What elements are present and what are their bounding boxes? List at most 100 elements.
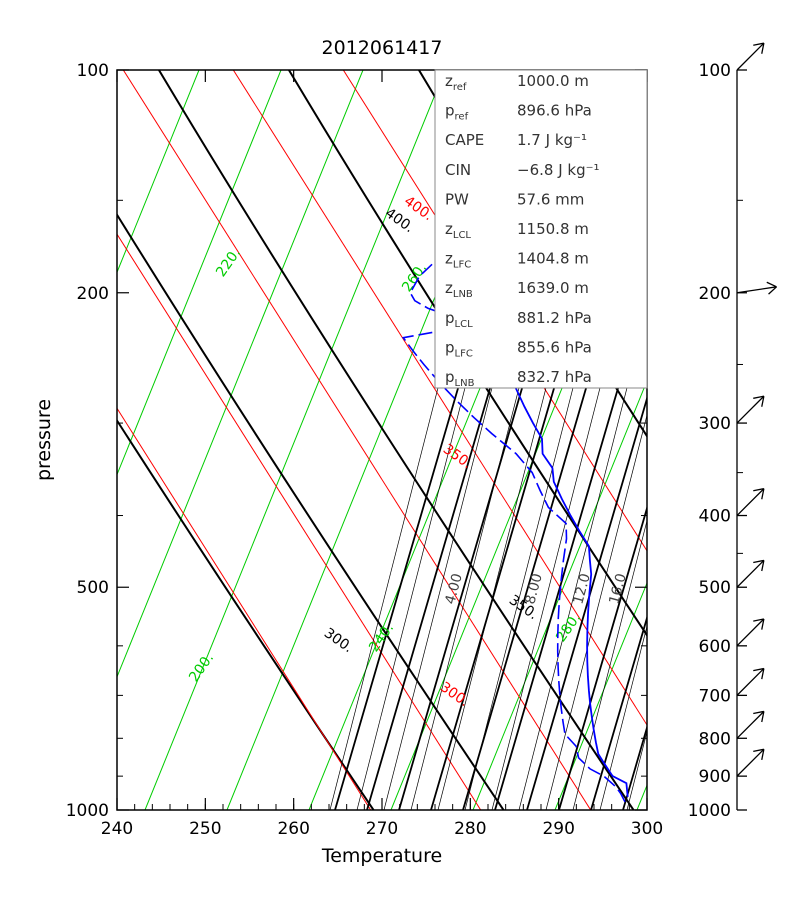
info-row: zref 1000.0 m [445,72,589,93]
x-tick-label: 290 [542,819,574,839]
pseudo-adiabat-line [430,329,572,810]
mixing-ratio-line [518,379,630,810]
info-row-label: CAPE [445,131,484,149]
wind-tick-label: 1000 [688,801,731,821]
wind-barb-head [761,618,765,630]
wind-barb [736,559,765,588]
isotherm-line [144,70,446,810]
wind-barb-shaft [736,710,765,739]
pseudo-adiabat-line [334,329,476,810]
moist-adiabat-line [667,60,812,820]
wind-barb-head [766,281,777,288]
wind-tick-label: 100 [699,61,731,81]
dry-adiabat-line [117,212,505,810]
x-tick-label: 240 [101,819,133,839]
dry-adiabat-line [797,50,812,830]
wind-barb-shaft [736,488,765,516]
wind-barb-head [761,396,765,407]
y-axis-title: pressure [33,399,55,481]
mixing-ratio-line [491,379,603,810]
isotherm-line [117,70,118,72]
wind-profile: 100 200 300 400 500 600 700 800 900 1000 [688,42,777,821]
info-row: CIN −6.8 J kg⁻¹ [445,161,600,179]
wind-barb-head [753,559,764,564]
wind-tick-label: 600 [699,637,731,657]
wind-barb-head [761,560,765,572]
info-row: zLNB 1639.0 m [445,279,589,300]
info-row-value: 855.6 hPa [517,338,592,356]
info-row-value: 881.2 hPa [517,309,592,327]
x-tick-label: 250 [189,819,221,839]
wind-barb-head [753,710,764,715]
mixing-ratio-label: 16.0 [606,572,630,606]
wind-barb [736,281,777,295]
pseudo-adiabat-line [366,329,508,810]
isotherm-line [0,70,35,810]
x-tick-label: 270 [366,819,398,839]
pseudo-adiabat-line [398,329,540,810]
moist-adiabat-line [777,60,812,820]
wind-barb-shaft [736,618,765,647]
isotherm-label: 260. [399,260,430,295]
isotherm-label: 240. [366,620,397,655]
wind-barb [736,748,765,777]
info-row-value: 1150.8 m [517,220,589,238]
axes: 240 250 260 270 280 290 300 100 200 500 1000 [66,61,663,839]
isotherm-label: 220. [213,245,244,280]
wind-tick-label: 200 [699,284,731,304]
info-row: CAPE 1.7 J kg⁻¹ [445,131,587,149]
wind-barb-shaft [736,668,765,696]
info-row-value: 832.7 hPa [517,368,592,386]
x-axis-title: Temperature [321,845,442,867]
dry-adiabat-line [117,418,375,810]
wind-tick-label: 400 [699,507,731,527]
wind-tick-label: 700 [699,686,731,706]
wind-barb-head [753,748,764,753]
dry-adiabat-line [287,70,647,638]
info-row: PW 57.6 mm [445,190,584,208]
moist-adiabat-line [117,232,482,810]
x-tick-label: 280 [454,819,486,839]
mixing-ratio-line [356,379,468,810]
mixing-ratio-line [599,624,647,810]
wind-barb [736,488,765,516]
wind-barb-shaft [736,748,765,777]
wind-barb-head [761,488,765,500]
pseudo-adiabat-line [590,614,647,810]
isotherm-line [117,70,364,679]
info-row-value: 57.6 mm [517,190,584,208]
pseudo-adiabat-line [462,329,604,810]
wind-barb-head [753,395,764,399]
moist-adiabat-label: 350. [440,441,475,472]
y-tick-label: 100 [77,61,109,81]
y-tick-label: 500 [77,578,109,598]
info-row-value: 1000.0 m [517,72,589,90]
wind-tick-label: 300 [699,414,731,434]
info-row: zLFC 1404.8 m [445,250,589,271]
isotherm-line [554,581,647,810]
wind-barb-shaft [736,42,765,71]
info-row-label: PW [445,190,469,208]
background-lines [0,50,812,830]
wind-barb [736,395,765,424]
mixing-ratio-label: 12.0 [570,572,594,606]
isotherm-line [117,70,200,274]
mixing-ratio-line [383,379,495,810]
wind-tick-label: 800 [699,729,731,749]
wind-tick-label: 500 [699,578,731,598]
isotherm-line [117,70,282,476]
wind-barb-head [753,618,764,622]
isotherm-line [801,70,812,810]
y-tick-label: 1000 [66,801,109,821]
chart-title: 2012061417 [322,37,443,59]
wind-tick-label: 900 [699,767,731,787]
dry-adiabat-label: 300. [321,625,356,656]
isotherm-line [719,70,812,810]
wind-barb [736,710,765,739]
wind-barb-head [761,749,765,761]
wind-barb [736,667,765,696]
mixing-ratio-label: 8.00 [522,572,546,606]
wind-barb-head [753,488,764,492]
